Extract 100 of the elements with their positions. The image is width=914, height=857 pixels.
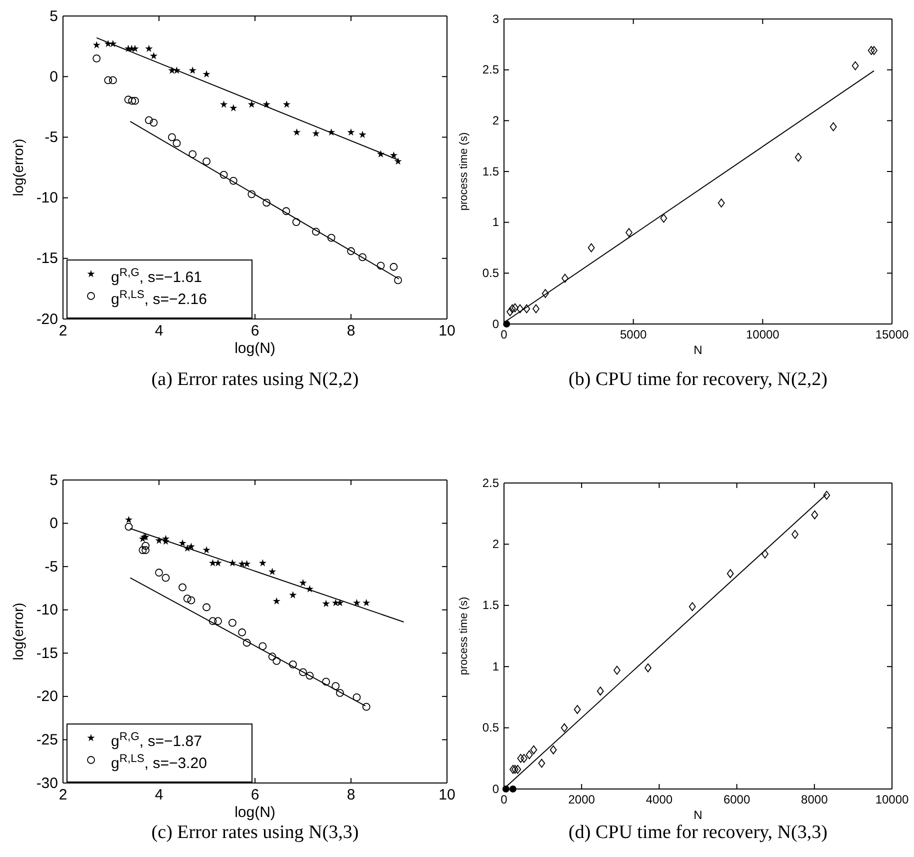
y-tick-label: -25 [36, 732, 58, 749]
text: (b) CPU time for recovery, N(2,2) [568, 369, 828, 390]
point [347, 128, 355, 136]
x-tick-label: 4 [154, 786, 164, 804]
point [262, 198, 270, 207]
point [588, 243, 595, 252]
point [358, 130, 366, 138]
x-tick-label: 10 [438, 786, 456, 804]
x-tick-label: 10000 [746, 328, 780, 342]
point [530, 745, 538, 754]
point [282, 207, 290, 216]
legend-label: g$^{R,LS}$, s=−2.16 [111, 289, 207, 308]
point [517, 754, 524, 763]
point [390, 262, 398, 271]
y-tick-label: 2 [492, 114, 500, 128]
x-axis-title: N [694, 808, 702, 822]
y-tick-label: -5 [44, 129, 58, 146]
y-tick-label: 0 [50, 515, 58, 532]
point [830, 122, 837, 132]
point [262, 100, 270, 108]
y-tick-label: -5 [44, 558, 58, 576]
y-tick-label: -30 [36, 774, 58, 792]
point [312, 130, 320, 137]
x-tick-label: 5000 [620, 328, 648, 342]
y-tick-label: 1.5 [482, 598, 500, 612]
point [644, 663, 652, 672]
point [792, 530, 798, 539]
y-tick-label: 5 [50, 472, 58, 489]
x-tick-label: 6000 [723, 792, 750, 807]
text: (c) Error rates using N(3,3) [151, 822, 359, 843]
x-tick-label: 6 [250, 786, 260, 804]
point [322, 600, 330, 608]
point [172, 139, 181, 148]
point [362, 598, 370, 606]
point [144, 116, 153, 124]
point [394, 276, 402, 284]
point [574, 704, 581, 714]
x-tick-label: 4 [154, 322, 164, 340]
text: (d) CPU time for recovery, N(3,3) [568, 822, 828, 843]
point [248, 100, 256, 108]
y-tick-label: 1 [492, 659, 500, 674]
point [336, 689, 344, 697]
point [150, 52, 158, 60]
y-tick-label: -15 [36, 644, 58, 662]
point [272, 656, 281, 665]
y-axis-title: process time (s) [458, 596, 470, 676]
y-tick-label: 0.5 [482, 266, 500, 280]
legend-label: g$^{R,LS}$, s=−3.20 [111, 753, 207, 772]
point [626, 228, 632, 237]
point [208, 617, 217, 626]
point [332, 682, 340, 690]
y-tick-label: 1.5 [482, 164, 500, 178]
point [289, 591, 297, 598]
point [532, 304, 540, 314]
point [142, 546, 150, 554]
point [502, 786, 510, 792]
point [202, 546, 210, 554]
point [229, 176, 238, 185]
point [526, 750, 533, 760]
point [376, 262, 385, 270]
point [187, 542, 195, 550]
x-tick-label: 8000 [801, 792, 828, 807]
point [520, 754, 528, 763]
point [162, 574, 170, 582]
point [614, 666, 620, 675]
y-tick-label: 2 [492, 537, 500, 552]
point [178, 583, 186, 592]
point [352, 693, 361, 702]
point [248, 190, 256, 198]
point [202, 70, 210, 78]
point [811, 510, 818, 520]
point [92, 41, 100, 48]
x-tick-label: 2000 [568, 792, 596, 807]
point [272, 597, 280, 604]
point [108, 76, 117, 84]
point [510, 764, 516, 774]
point [131, 96, 139, 105]
point [718, 198, 725, 208]
y-tick-label: -10 [36, 190, 58, 207]
point [852, 61, 859, 70]
point [258, 559, 266, 566]
point [394, 157, 402, 165]
point [150, 118, 158, 127]
point [92, 54, 101, 62]
point [230, 104, 238, 112]
point [292, 128, 301, 136]
y-tick-label: 3 [492, 12, 500, 26]
point [220, 100, 228, 108]
point [562, 274, 568, 283]
point [336, 598, 344, 606]
point [138, 546, 147, 554]
point [390, 151, 398, 159]
point [202, 603, 210, 612]
x-axis-title: log(N) [234, 804, 276, 821]
point [214, 617, 222, 626]
point [550, 745, 557, 754]
point [538, 758, 546, 768]
point [124, 522, 133, 531]
y-tick-label: -15 [36, 250, 58, 268]
y-tick-label: 5 [50, 8, 58, 25]
